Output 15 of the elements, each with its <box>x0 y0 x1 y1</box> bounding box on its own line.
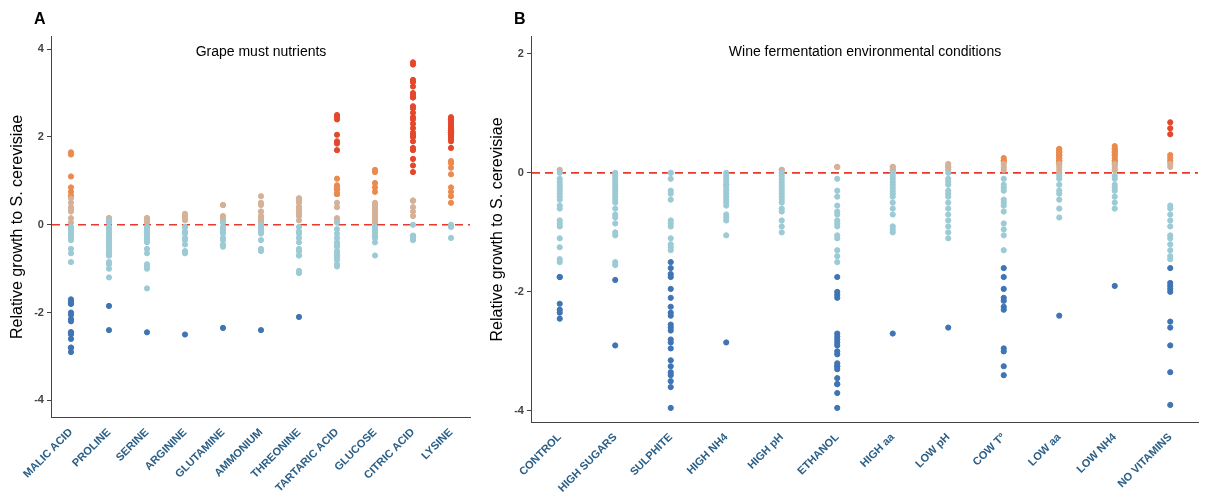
y-tick-label: 2 <box>517 46 524 59</box>
y-axis-title: Relative growth to S. cerevisiae <box>8 114 26 339</box>
text: Grape must nutrients <box>195 42 327 59</box>
y-tick-label: 0 <box>37 217 44 230</box>
y-tick-label: 0 <box>517 165 524 178</box>
y-tick-label: -4 <box>514 403 525 416</box>
y-axis-title: Relative growth to S. cerevisiae <box>488 117 506 342</box>
y-tick-label: -2 <box>34 305 44 318</box>
text: Wine fermentation environmental conditions <box>728 42 1002 59</box>
text: A <box>34 10 46 28</box>
text: B <box>514 10 526 28</box>
y-tick-label: 2 <box>37 129 44 142</box>
y-tick-label: -4 <box>34 393 45 406</box>
y-tick-label: 4 <box>37 42 45 55</box>
y-tick-label: -2 <box>514 284 524 297</box>
